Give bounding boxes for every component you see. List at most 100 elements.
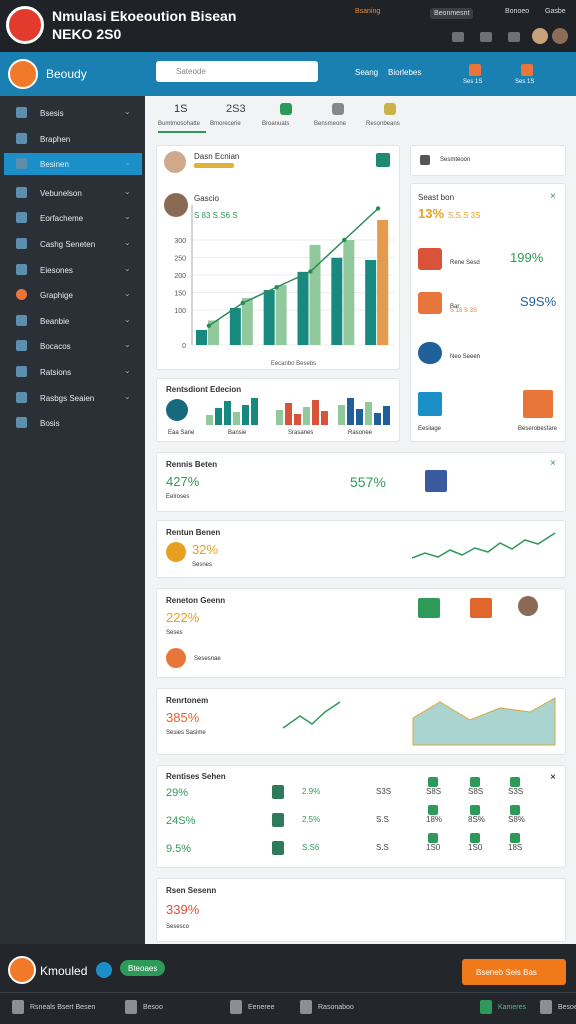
table-card [156,765,566,868]
chevron: ⌄ [124,289,131,299]
tab-value[interactable]: 2S3 [226,103,246,115]
sidebar-item[interactable]: Beanbie [40,316,70,326]
stat-card [156,588,566,678]
mini-bar [312,400,319,425]
sidebar-item[interactable]: Rasbgs Seaien [40,393,95,403]
table-cell: 2.9% [302,787,321,796]
stat-icon [425,470,447,492]
search-placeholder: Sateode [176,67,206,76]
footer-link[interactable]: Besoes [558,1004,576,1011]
stat-note: Sesnes [192,562,213,568]
cell-icon [510,833,520,843]
sidebar-item[interactable]: Ratsions [40,368,72,377]
side-card-note: S.S.S 3S [448,211,481,220]
brand: Beoudy [46,67,87,81]
badge-icon [469,64,481,76]
mini-bar [215,408,222,425]
footer-link[interactable]: Besoo [143,1004,163,1011]
sidebar-item[interactable]: Vebunelson [40,188,82,198]
mini-bar [294,414,301,425]
nav-link[interactable]: Seang [355,68,379,77]
sidebar-active [4,153,142,176]
header-link[interactable]: Beonmesnt [430,8,474,19]
footer-logo [8,956,36,984]
mini-bar [365,402,372,425]
footer-button[interactable]: Bseneb Seis Bas [462,959,566,985]
tab-label[interactable]: Bmorecerie [210,121,241,127]
chevron: ⌄ [124,238,131,247]
sidebar-icon [16,340,27,352]
footer-tag[interactable]: Bteoaes [120,960,166,976]
profile-owner: Gascio [194,194,219,203]
sidebar [0,96,145,944]
sidebar-item[interactable]: Eorfacheme [40,214,84,224]
item-label: Bar [450,304,460,310]
sidebar-icon [16,186,27,198]
footer-link[interactable]: Eeneree [248,1004,275,1011]
footer-link-icon [125,1000,137,1014]
panel-icon [420,155,430,165]
sidebar-item[interactable]: Bocacos [40,342,71,352]
sidebar-item[interactable]: Cashg Seneten [40,240,96,249]
sidebar-icon [16,289,27,301]
item-value: 199% [510,250,544,265]
tab-icon [280,103,292,115]
close: × [550,458,556,469]
header-icon [452,32,464,42]
mini-label: Eaa Sane [168,430,195,436]
tab-label[interactable]: Broanuats [262,121,290,127]
tab-underline [158,131,206,133]
avatar [164,151,186,173]
sidebar-item[interactable]: Eiesones [40,265,73,275]
stat-icon [166,542,186,562]
stat-card [156,688,566,755]
logo [6,6,44,44]
chevron: ⌄ [124,158,131,168]
stat-value: 427% [166,474,200,489]
footer-icon [523,390,553,418]
sidebar-item[interactable]: Graphige [40,291,73,301]
table-cell: 2.5% [302,815,321,824]
footer-link-icon [300,1000,312,1014]
sidebar-item[interactable]: Bosis [40,419,60,429]
mini-bar [356,409,363,425]
mini-bar [233,412,240,425]
sidebar-item[interactable]: Besinen [40,160,69,170]
header-title: Nmulasi Ekoeoution Bisean [52,8,237,24]
tab-value[interactable]: 1S [174,103,188,115]
search-box[interactable]: Sateode [156,61,318,82]
table-cell: 1S0 [468,843,483,852]
row-icon [272,813,284,827]
stat-value: 385% [166,710,200,725]
footer-link[interactable]: Rasonaboo [318,1004,354,1011]
footer-link[interactable]: Rsneals Bsert Besen [30,1004,96,1011]
table-cell: S8% [508,815,525,824]
tab-label[interactable]: Bumtmosohatte [158,121,201,127]
table-cell: 8S% [468,815,485,824]
mini-bar [321,411,328,425]
header-link[interactable]: Bonoeo [505,8,530,15]
table-cell: S8S [426,787,442,796]
cell-icon [428,777,438,787]
table-cell: 18% [426,815,443,824]
footer-link-icon [230,1000,242,1014]
sidebar-item[interactable]: Braphen [40,134,71,144]
header-link[interactable]: Bsaning [355,8,381,15]
nav-link[interactable]: Biorlebes [388,68,422,77]
table-title: Rentises Sehen [166,772,226,781]
sidebar-item[interactable]: Bsesis [40,109,64,118]
tab-label[interactable]: Resonbeans [366,121,400,127]
footer-link[interactable]: Kameres [498,1004,527,1011]
mini-bar [242,405,249,425]
cell-icon [470,833,480,843]
mini-bar [224,401,231,425]
tab-label[interactable]: Bensmeone [314,121,347,127]
item-label: Rene Sesd [450,260,480,266]
cell-icon [510,777,520,787]
sidebar-icon [16,212,27,224]
table-cell: S3S [508,787,524,796]
header-link[interactable]: Gasbe [545,8,566,15]
stat-extra: Sesesnae [194,656,221,662]
chevron: ⌄ [124,186,131,196]
